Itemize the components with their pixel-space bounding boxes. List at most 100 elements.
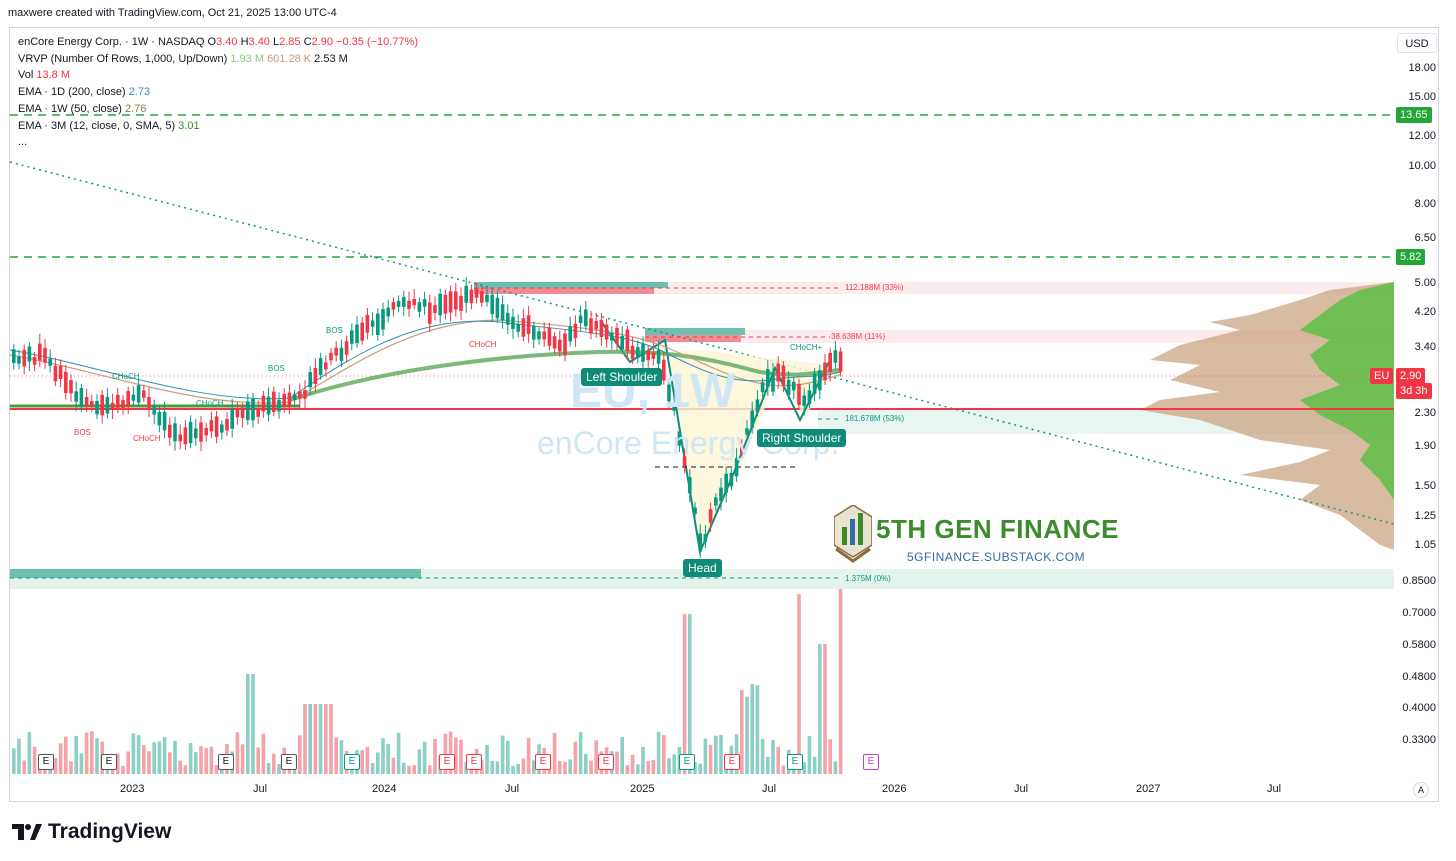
legend-ema2-row[interactable]: EMA · 1W (50, close) 2.76 — [18, 102, 147, 115]
earnings-badge[interactable]: E — [535, 754, 551, 770]
earnings-badge[interactable]: E — [38, 754, 54, 770]
candle-body — [714, 497, 718, 506]
earnings-badge[interactable]: E — [863, 754, 879, 770]
legend-vrvp-row[interactable]: VRVP (Number Of Rows, 1,000, Up/Down) 1.… — [18, 52, 348, 65]
volume-bar — [261, 733, 266, 774]
candle-body — [833, 350, 838, 363]
earnings-badge[interactable]: E — [724, 754, 740, 770]
price-tick: 8.00 — [1414, 198, 1436, 210]
volume-bar — [84, 732, 89, 774]
vp-label-bottom: 1.375M (0%) — [845, 574, 891, 583]
earnings-badge[interactable]: E — [218, 754, 234, 770]
volume-bar — [490, 760, 494, 774]
candle-body — [350, 330, 354, 344]
price-tag-current: 2.90 — [1396, 368, 1426, 384]
candle-body — [381, 309, 385, 330]
candle-body — [220, 424, 224, 433]
candle-body — [121, 400, 125, 410]
volume-bar — [194, 752, 198, 774]
legend-ema1-row[interactable]: EMA · 1D (200, close) 2.73 — [18, 86, 151, 99]
candle-body — [511, 316, 515, 330]
earnings-badge[interactable]: E — [281, 754, 297, 770]
candle-body — [636, 347, 640, 358]
tradingview-logo[interactable]: TradingView — [12, 820, 171, 844]
legend-ema3-row[interactable]: EMA · 3M (12, close, 0, SMA, 5) 3.01 — [18, 119, 200, 132]
volume-bar — [53, 758, 58, 774]
price-tick: 0.7000 — [1402, 607, 1436, 619]
volume-bar — [381, 738, 385, 774]
candle-body — [376, 313, 380, 336]
candle-body — [313, 367, 318, 385]
bos-label: BOS — [74, 428, 91, 437]
candle-body — [240, 407, 245, 419]
candle-body — [708, 509, 713, 523]
volume-bar — [422, 741, 427, 774]
candle-body — [490, 294, 494, 315]
candle-body — [136, 385, 141, 403]
candle-body — [615, 327, 619, 344]
earnings-badge[interactable]: E — [598, 754, 614, 770]
candle-body — [365, 315, 370, 333]
earnings-badge[interactable]: E — [439, 754, 455, 770]
volume-bar — [818, 644, 822, 774]
volume-bar — [594, 740, 598, 774]
candle-body — [391, 302, 396, 310]
candle-body — [173, 423, 177, 442]
candle-body — [199, 422, 203, 442]
price-tick: 3.40 — [1414, 341, 1436, 353]
price-tick: 2.30 — [1414, 407, 1436, 419]
volume-bar — [838, 589, 843, 774]
candle-body — [578, 315, 583, 324]
candle-body — [235, 409, 240, 418]
candle-body — [95, 401, 99, 415]
candle-body — [225, 418, 229, 431]
volume-bar — [485, 744, 489, 774]
volume-bar — [256, 747, 260, 774]
volume-bar — [318, 704, 323, 774]
earnings-badge[interactable]: E — [787, 754, 803, 770]
candle-body — [12, 349, 16, 364]
candle-body — [256, 408, 260, 417]
candle-body — [246, 401, 250, 421]
auto-scale-button[interactable]: A — [1413, 782, 1429, 798]
candle-body — [396, 300, 401, 307]
volume-bar — [272, 753, 276, 774]
candle-body — [126, 391, 130, 408]
volume-bar — [152, 742, 156, 774]
earnings-badge[interactable]: E — [344, 754, 360, 770]
legend-symbol-row[interactable]: enCore Energy Corp. · 1W · NASDAQ O3.40 … — [18, 36, 418, 48]
currency-button[interactable]: USD — [1397, 33, 1437, 53]
ema-1d-line — [9, 320, 841, 400]
candle-body — [568, 326, 572, 342]
candle-body — [594, 320, 598, 330]
volume-bar — [183, 765, 188, 774]
vp-bar-top-red — [474, 288, 654, 294]
legend-vol-row[interactable]: Vol 13.8 M — [18, 69, 70, 82]
earnings-badge[interactable]: E — [679, 754, 695, 770]
volume-bar — [95, 738, 99, 774]
volume-bar — [298, 735, 302, 774]
candle-body — [771, 372, 775, 392]
choch-label: CHoCH — [133, 434, 161, 443]
candle-body — [58, 365, 63, 380]
volume-bar — [90, 731, 94, 774]
candle-body — [620, 335, 624, 350]
hs-pattern-line — [599, 319, 831, 556]
candle-body — [428, 302, 432, 324]
choch-label: CHoCH — [112, 372, 140, 381]
candle-body — [74, 391, 78, 402]
legend-more[interactable]: ... — [18, 136, 28, 149]
time-tick: 2026 — [882, 783, 907, 795]
volume-bar — [162, 736, 167, 774]
volume-bar — [584, 753, 588, 774]
candle-body — [677, 431, 682, 446]
time-tick: Jul — [253, 783, 268, 795]
candle-body — [745, 428, 749, 435]
earnings-badge[interactable]: E — [101, 754, 117, 770]
candle-body — [433, 304, 437, 314]
candle-body — [558, 339, 562, 352]
candle-body — [573, 323, 578, 339]
earnings-badge[interactable]: E — [466, 754, 482, 770]
volume-bar — [662, 735, 666, 774]
